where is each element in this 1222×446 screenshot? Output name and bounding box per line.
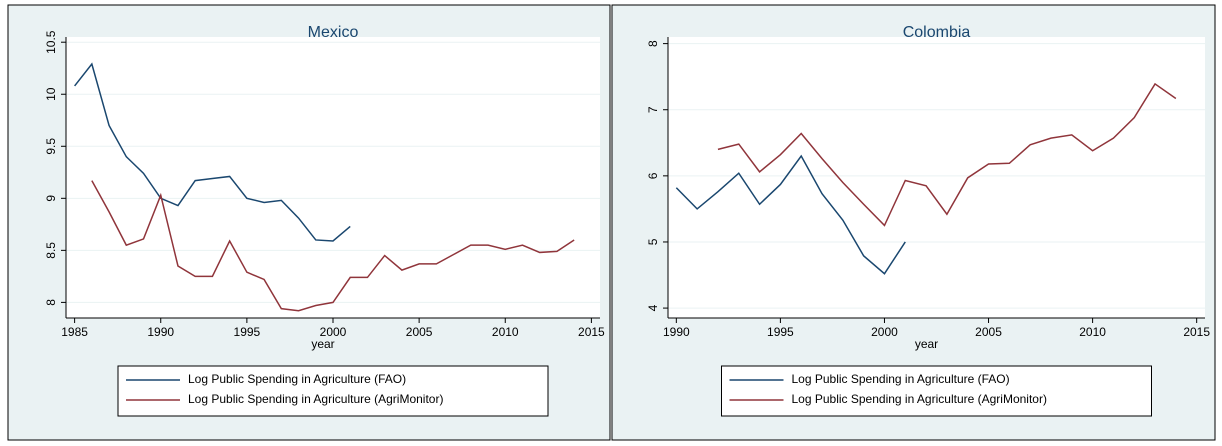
legend-label: Log Public Spending in Agriculture (FAO)	[792, 372, 1010, 386]
y-tick-label: 10.5	[44, 30, 58, 54]
plot-area	[66, 37, 600, 318]
x-tick-label: 2005	[406, 325, 433, 339]
y-tick-label: 8.5	[44, 242, 58, 259]
x-tick-label: 2010	[492, 325, 519, 339]
y-tick-label: 5	[646, 238, 660, 245]
x-tick-label: 1990	[147, 325, 174, 339]
data-line	[675, 154, 906, 275]
data-line	[91, 180, 575, 312]
x-tick-label: 2005	[975, 325, 1002, 339]
x-tick-label: 2000	[871, 325, 898, 339]
y-tick-label: 6	[646, 172, 660, 179]
data-line	[717, 82, 1177, 227]
x-axis-title: year	[311, 337, 334, 351]
y-tick-label: 8	[646, 40, 660, 47]
data-line	[74, 62, 351, 242]
y-tick-label: 7	[646, 106, 660, 113]
x-tick-label: 2015	[578, 325, 605, 339]
y-tick-label: 9	[44, 195, 58, 202]
legend-label: Log Public Spending in Agriculture (FAO)	[188, 372, 406, 386]
y-tick-label: 4	[646, 304, 660, 311]
x-tick-label: 1985	[61, 325, 88, 339]
x-tick-label: 1995	[767, 325, 794, 339]
legend-label: Log Public Spending in Agriculture (Agri…	[792, 392, 1047, 406]
legend-box	[117, 365, 549, 417]
plot-area	[668, 37, 1205, 318]
x-tick-label: 2015	[1183, 325, 1210, 339]
chart-title: Colombia	[903, 24, 971, 41]
x-tick-label: 2010	[1079, 325, 1106, 339]
x-tick-label: 1990	[663, 325, 690, 339]
chart-title: Mexico	[308, 24, 359, 41]
x-axis-title: year	[915, 337, 938, 351]
y-tick-label: 10	[44, 87, 58, 101]
x-tick-label: 2000	[320, 325, 347, 339]
x-tick-label: 1995	[234, 325, 261, 339]
y-tick-label: 9.5	[44, 138, 58, 155]
legend-label: Log Public Spending in Agriculture (Agri…	[188, 392, 443, 406]
y-tick-label: 8	[44, 299, 58, 306]
legend-box	[721, 365, 1152, 417]
